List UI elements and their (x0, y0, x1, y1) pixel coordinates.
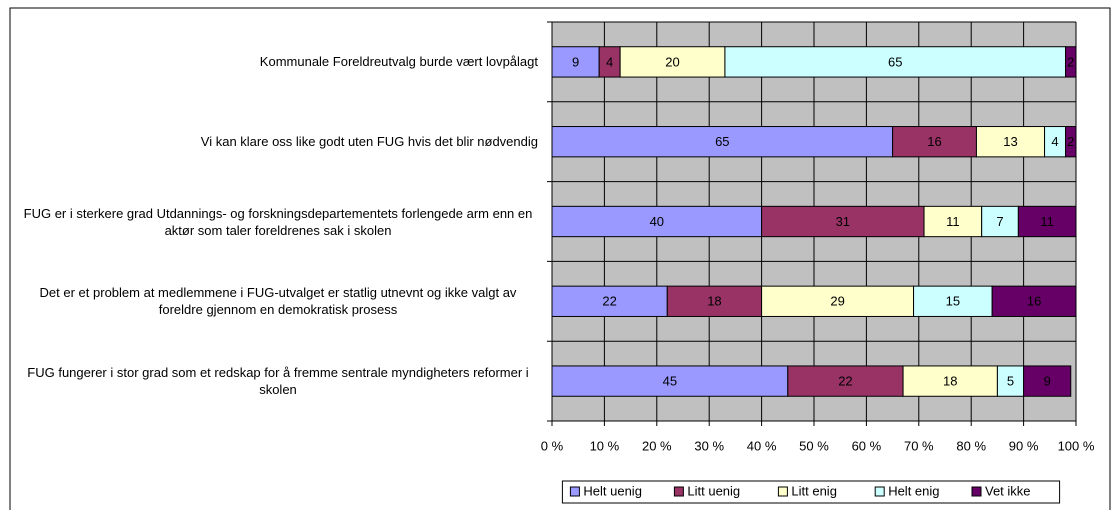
legend-swatch (569, 486, 580, 497)
legend (561, 480, 1061, 504)
bar-segment (551, 126, 894, 158)
data-label: 29 (830, 294, 844, 309)
bar-segment (913, 285, 993, 317)
y-tick-label: FUG fungerer i stor grad som et redskap … (27, 365, 529, 398)
data-label: 22 (838, 374, 852, 389)
legend-swatch (971, 486, 982, 497)
x-tick-label: 10 % (590, 438, 620, 453)
bar-segment (1017, 205, 1077, 238)
bar-segment (787, 365, 904, 397)
data-label: 11 (1040, 214, 1054, 229)
legend-label: Vet ikke (985, 483, 1031, 498)
bar-segment (551, 365, 789, 397)
data-label: 18 (707, 294, 721, 309)
data-label: 16 (927, 134, 941, 149)
legend-label: Litt enig (791, 483, 837, 498)
category-label-box: FUG er i sterkere grad Utdannings- og fo… (18, 192, 538, 252)
x-tick-label: 80 % (956, 438, 986, 453)
data-label: 31 (836, 214, 850, 229)
bar-segment (892, 126, 977, 158)
category-label-box: Det er et problem at medlemmene i FUG-ut… (18, 271, 538, 331)
data-label: 40 (650, 214, 664, 229)
x-tick-label: 40 % (747, 438, 777, 453)
bar-segment (1065, 126, 1077, 158)
x-tick-label: 50 % (799, 438, 829, 453)
legend-swatch (777, 486, 788, 497)
data-label: 20 (665, 54, 679, 69)
x-tick-label: 30 % (694, 438, 724, 453)
data-label: 4 (606, 54, 613, 69)
data-label: 2 (1067, 134, 1074, 149)
data-label: 45 (663, 374, 677, 389)
legend-swatch (673, 486, 684, 497)
legend-label: Litt uenig (687, 483, 740, 498)
data-label: 65 (715, 134, 729, 149)
data-label: 65 (888, 54, 902, 69)
data-label: 16 (1027, 294, 1041, 309)
data-label: 7 (996, 214, 1003, 229)
bar-segment (923, 205, 983, 238)
category-label-box: Kommunale Foreldreutvalg burde vært lovp… (18, 32, 538, 92)
y-tick-label: FUG er i sterkere grad Utdannings- og fo… (23, 205, 533, 238)
bar-segment (761, 205, 925, 238)
data-label: 11 (946, 214, 960, 229)
x-tick-label: 100 % (1058, 438, 1095, 453)
category-label-box: Vi kan klare oss like godt uten FUG hvis… (18, 112, 538, 172)
data-label: 4 (1051, 134, 1058, 149)
y-tick-label: Kommunale Foreldreutvalg burde vært lovp… (259, 54, 538, 70)
legend-swatch (874, 486, 885, 497)
data-label: 9 (572, 54, 579, 69)
y-tick-label: Vi kan klare oss like godt uten FUG hvis… (200, 134, 538, 150)
bar-segment (996, 365, 1025, 397)
bar-segment (619, 46, 726, 78)
bar-segment (902, 365, 998, 397)
data-label: 13 (1003, 134, 1017, 149)
x-tick-label: 90 % (1009, 438, 1039, 453)
data-label: 22 (602, 294, 616, 309)
data-label: 18 (943, 374, 957, 389)
x-tick-label: 0 % (541, 438, 564, 453)
bar-segment (551, 46, 600, 78)
y-tick-label: Det er et problem at medlemmene i FUG-ut… (39, 285, 517, 318)
legend-label: Helt uenig (583, 483, 642, 498)
data-label: 5 (1007, 374, 1014, 389)
category-label-box: FUG fungerer i stor grad som et redskap … (18, 351, 538, 411)
data-label: 2 (1067, 54, 1074, 69)
bar-segment (551, 285, 668, 317)
data-label: 9 (1044, 374, 1051, 389)
bar-segment (724, 46, 1067, 78)
bar-segment (1065, 46, 1077, 78)
bar-segment (991, 285, 1077, 317)
x-tick-label: 20 % (642, 438, 672, 453)
legend-label: Helt enig (888, 483, 939, 498)
bar-segment (1023, 365, 1072, 397)
x-tick-label: 60 % (852, 438, 882, 453)
x-tick-label: 70 % (904, 438, 934, 453)
bar-segment (761, 285, 915, 317)
data-label: 15 (946, 294, 960, 309)
